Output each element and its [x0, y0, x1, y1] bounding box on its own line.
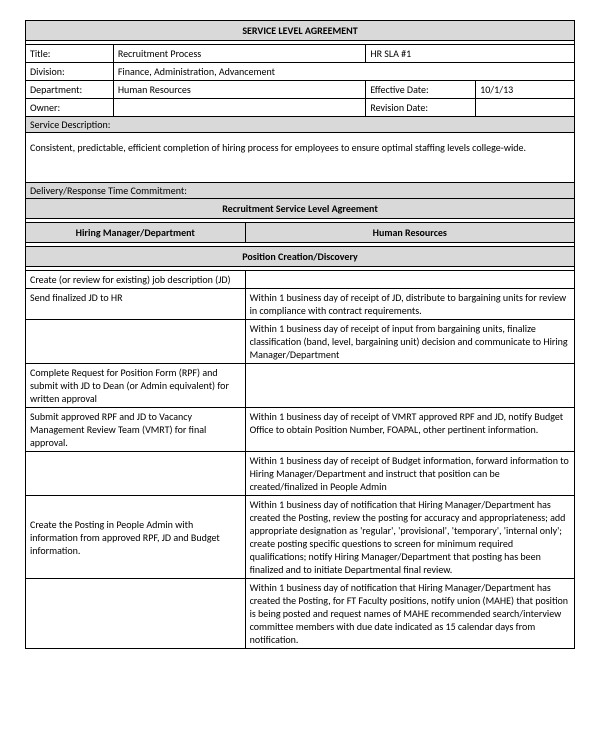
- cell-right: Within 1 business day of notification th…: [245, 496, 574, 579]
- row-department: Department: Human Resources Effective Da…: [26, 81, 575, 99]
- table-row: Create the Posting in People Admin with …: [26, 496, 575, 579]
- cell-left: [26, 579, 246, 649]
- sla-id: HR SLA #1: [366, 45, 575, 63]
- owner-label: Owner:: [26, 99, 114, 117]
- cell-left: Submit approved RPF and JD to Vacancy Ma…: [26, 408, 246, 452]
- row-division: Division: Finance, Administration, Advan…: [26, 63, 575, 81]
- title-value: Recruitment Process: [113, 45, 366, 63]
- cell-right: Within 1 business day of receipt of inpu…: [245, 320, 574, 364]
- owner-value: [113, 99, 366, 117]
- row-owner: Owner: Revision Date:: [26, 99, 575, 117]
- table-row: Send finalized JD to HR Within 1 busines…: [26, 289, 575, 320]
- cell-left: Complete Request for Position Form (RPF)…: [26, 364, 246, 408]
- subheader: Recruitment Service Level Agreement: [26, 199, 575, 219]
- revision-date-value: [476, 99, 575, 117]
- cell-left: Create (or review for existing) job desc…: [26, 271, 246, 289]
- effective-date-label: Effective Date:: [366, 81, 476, 99]
- service-desc-text: Consistent, predictable, efficient compl…: [26, 133, 575, 183]
- service-desc-label: Service Description:: [26, 117, 575, 133]
- doc-title: SERVICE LEVEL AGREEMENT: [26, 21, 575, 41]
- department-value: Human Resources: [113, 81, 366, 99]
- cell-right: Within 1 business day of receipt of VMRT…: [245, 408, 574, 452]
- cell-right: [245, 364, 574, 408]
- division-value: Finance, Administration, Advancement: [113, 63, 574, 81]
- cell-left: Create the Posting in People Admin with …: [26, 496, 246, 579]
- effective-date-value: 10/1/13: [476, 81, 575, 99]
- cell-left: Send finalized JD to HR: [26, 289, 246, 320]
- cell-right: Within 1 business day of notification th…: [245, 579, 574, 649]
- cell-left: [26, 452, 246, 496]
- table-row: Within 1 business day of notification th…: [26, 579, 575, 649]
- col-right-header: Human Resources: [245, 223, 574, 243]
- section-header: Position Creation/Discovery: [26, 247, 575, 267]
- cell-right: Within 1 business day of receipt of Budg…: [245, 452, 574, 496]
- division-label: Division:: [26, 63, 114, 81]
- col-left-header: Hiring Manager/Department: [26, 223, 246, 243]
- cell-left: [26, 320, 246, 364]
- table-row: Within 1 business day of receipt of inpu…: [26, 320, 575, 364]
- table-row: Within 1 business day of receipt of Budg…: [26, 452, 575, 496]
- table-row: Submit approved RPF and JD to Vacancy Ma…: [26, 408, 575, 452]
- sla-document: SERVICE LEVEL AGREEMENT Title: Recruitme…: [25, 20, 575, 649]
- department-label: Department:: [26, 81, 114, 99]
- cell-right: [245, 271, 574, 289]
- table-row: Complete Request for Position Form (RPF)…: [26, 364, 575, 408]
- title-label: Title:: [26, 45, 114, 63]
- row-title: Title: Recruitment Process HR SLA #1: [26, 45, 575, 63]
- cell-right: Within 1 business day of receipt of JD, …: [245, 289, 574, 320]
- revision-date-label: Revision Date:: [366, 99, 476, 117]
- table-row: Create (or review for existing) job desc…: [26, 271, 575, 289]
- delivery-label: Delivery/Response Time Commitment:: [26, 183, 575, 199]
